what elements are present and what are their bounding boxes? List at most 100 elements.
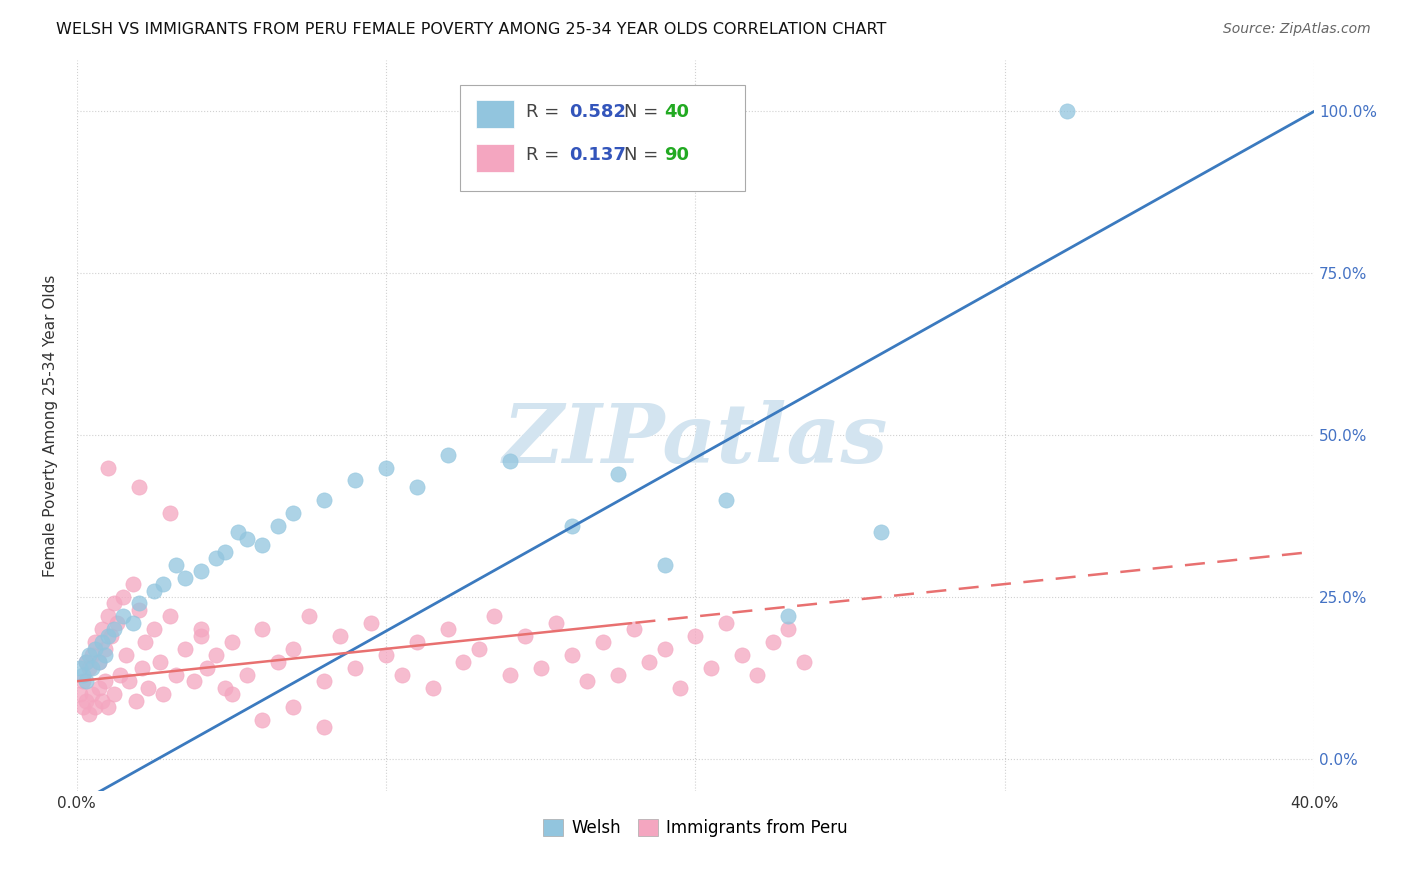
Point bbox=[283, 700, 305, 714]
Point bbox=[128, 597, 150, 611]
Point bbox=[283, 641, 305, 656]
Point bbox=[72, 667, 94, 681]
Point bbox=[669, 681, 692, 695]
Point bbox=[75, 674, 97, 689]
Point bbox=[453, 655, 475, 669]
Point bbox=[391, 667, 413, 681]
Point bbox=[115, 648, 138, 663]
Point bbox=[87, 655, 110, 669]
Point bbox=[112, 590, 135, 604]
Point bbox=[136, 681, 159, 695]
Point bbox=[97, 609, 120, 624]
Point bbox=[190, 623, 212, 637]
Point bbox=[685, 629, 707, 643]
Point bbox=[82, 661, 104, 675]
Point bbox=[128, 480, 150, 494]
Point bbox=[100, 629, 122, 643]
Point bbox=[221, 687, 243, 701]
Point bbox=[546, 615, 568, 630]
Point bbox=[267, 655, 290, 669]
Point bbox=[77, 661, 100, 675]
Point bbox=[183, 674, 205, 689]
Point bbox=[314, 674, 336, 689]
Point bbox=[190, 629, 212, 643]
Point bbox=[149, 655, 172, 669]
FancyBboxPatch shape bbox=[460, 86, 745, 191]
Point bbox=[762, 635, 785, 649]
Point bbox=[468, 641, 491, 656]
Point bbox=[72, 700, 94, 714]
Point bbox=[69, 687, 91, 701]
Point bbox=[375, 460, 398, 475]
Point bbox=[344, 661, 367, 675]
Y-axis label: Female Poverty Among 25-34 Year Olds: Female Poverty Among 25-34 Year Olds bbox=[44, 274, 58, 576]
Point bbox=[90, 693, 112, 707]
Point bbox=[77, 648, 100, 663]
Text: ZIPatlas: ZIPatlas bbox=[503, 401, 889, 480]
Bar bbox=[477, 144, 513, 171]
Point bbox=[561, 518, 583, 533]
Point bbox=[84, 641, 107, 656]
Point bbox=[134, 635, 156, 649]
Point bbox=[205, 551, 228, 566]
Point bbox=[576, 674, 599, 689]
Point bbox=[700, 661, 723, 675]
Text: WELSH VS IMMIGRANTS FROM PERU FEMALE POVERTY AMONG 25-34 YEAR OLDS CORRELATION C: WELSH VS IMMIGRANTS FROM PERU FEMALE POV… bbox=[56, 22, 887, 37]
Point bbox=[314, 492, 336, 507]
Text: Source: ZipAtlas.com: Source: ZipAtlas.com bbox=[1223, 22, 1371, 37]
Point bbox=[75, 655, 97, 669]
Point bbox=[97, 460, 120, 475]
Point bbox=[77, 706, 100, 721]
Point bbox=[870, 525, 893, 540]
Point bbox=[1056, 104, 1078, 119]
Point bbox=[93, 641, 115, 656]
Point bbox=[716, 492, 738, 507]
Point bbox=[121, 577, 143, 591]
Point bbox=[778, 623, 800, 637]
Text: R =: R = bbox=[526, 103, 565, 120]
Point bbox=[499, 454, 522, 468]
Point bbox=[118, 674, 141, 689]
Point bbox=[75, 655, 97, 669]
Point bbox=[75, 693, 97, 707]
Point bbox=[90, 623, 112, 637]
Point bbox=[131, 661, 153, 675]
Point bbox=[190, 564, 212, 578]
Point bbox=[375, 648, 398, 663]
Point bbox=[108, 667, 131, 681]
Point bbox=[252, 623, 274, 637]
Point bbox=[214, 544, 236, 558]
Point bbox=[143, 623, 166, 637]
Point bbox=[97, 700, 120, 714]
Point bbox=[344, 474, 367, 488]
Point bbox=[484, 609, 506, 624]
Point bbox=[121, 615, 143, 630]
Point bbox=[97, 629, 120, 643]
Point bbox=[283, 506, 305, 520]
Point bbox=[437, 448, 460, 462]
Point bbox=[716, 615, 738, 630]
Point bbox=[607, 667, 630, 681]
Point bbox=[747, 667, 769, 681]
Point bbox=[103, 623, 125, 637]
Point bbox=[252, 713, 274, 727]
Legend: Welsh, Immigrants from Peru: Welsh, Immigrants from Peru bbox=[534, 810, 856, 845]
Point bbox=[159, 609, 181, 624]
Point bbox=[174, 641, 197, 656]
Point bbox=[793, 655, 815, 669]
Point bbox=[165, 667, 187, 681]
Point bbox=[124, 693, 146, 707]
Point bbox=[437, 623, 460, 637]
Point bbox=[422, 681, 444, 695]
Point bbox=[84, 700, 107, 714]
Text: R =: R = bbox=[526, 146, 565, 164]
Text: N =: N = bbox=[624, 146, 664, 164]
Point bbox=[72, 674, 94, 689]
Point bbox=[252, 538, 274, 552]
Point bbox=[93, 648, 115, 663]
Point bbox=[406, 635, 429, 649]
Point bbox=[103, 687, 125, 701]
Point bbox=[69, 661, 91, 675]
Point bbox=[267, 518, 290, 533]
Point bbox=[165, 558, 187, 572]
